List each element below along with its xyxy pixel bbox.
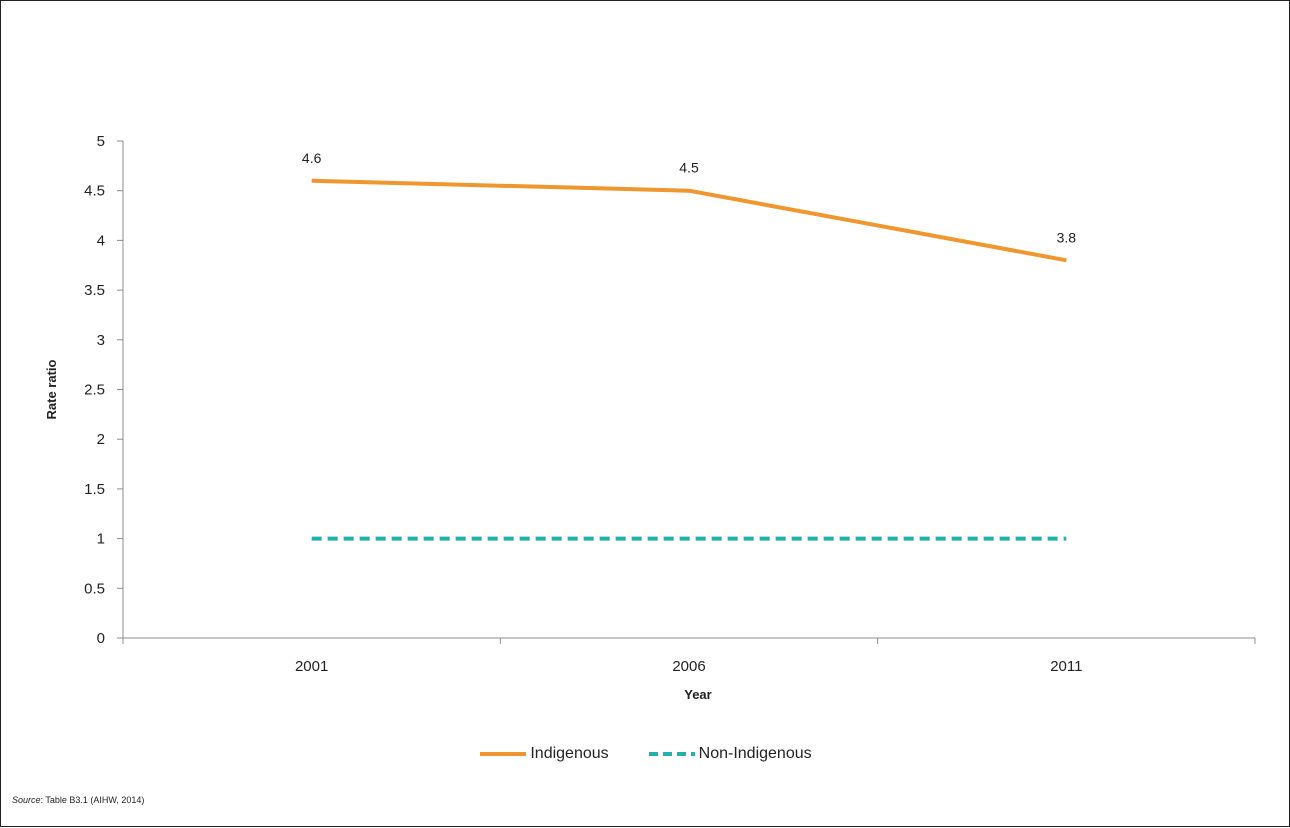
source-note: Source: Table B3.1 (AIHW, 2014): [12, 795, 144, 805]
y-tick-label: 4.5: [84, 183, 105, 200]
legend-item-indigenous: Indigenous: [480, 745, 609, 763]
y-tick-label: 2.5: [84, 382, 105, 399]
y-tick-label: 3: [97, 332, 105, 349]
x-axis: 2001 2006 2011: [122, 637, 1256, 675]
y-tick-label: 0: [97, 630, 105, 647]
legend-label-non-indigenous: Non-Indigenous: [698, 745, 812, 762]
x-axis-title: Year: [684, 687, 711, 702]
y-tick-label: 3.5: [84, 282, 105, 299]
data-labels: 4.6 4.5 3.8: [302, 150, 1076, 246]
y-axis: 0 0.5 1 1.5 2 2.5 3 3.5 4 4.5 5: [84, 133, 124, 647]
legend-swatch-indigenous: [480, 752, 527, 756]
y-axis-title: Rate ratio: [44, 359, 59, 419]
legend-swatch-non-indigenous: [648, 752, 695, 756]
legend: Indigenous Non-Indigenous: [1, 741, 1290, 767]
y-tick-label: 1: [97, 531, 105, 548]
source-text: : Table B3.1 (AIHW, 2014): [40, 795, 145, 805]
data-label: 3.8: [1057, 229, 1077, 245]
x-tick-label: 2001: [295, 658, 328, 675]
x-tick-label: 2006: [672, 658, 705, 675]
legend-label-indigenous: Indigenous: [530, 745, 609, 762]
x-tick-label: 2011: [1050, 658, 1082, 675]
data-label: 4.5: [679, 160, 699, 176]
data-label: 4.6: [302, 150, 322, 166]
y-tick-label: 2: [97, 431, 105, 448]
series-lines: [311, 178, 1067, 541]
y-tick-label: 5: [97, 133, 105, 150]
legend-item-non-indigenous: Non-Indigenous: [648, 745, 812, 763]
source-label: Source: [12, 795, 41, 805]
y-tick-label: 4: [97, 232, 105, 249]
y-tick-label: 1.5: [84, 481, 105, 498]
y-tick-label: 0.5: [84, 580, 105, 597]
series-line-indigenous: [311, 178, 1067, 263]
